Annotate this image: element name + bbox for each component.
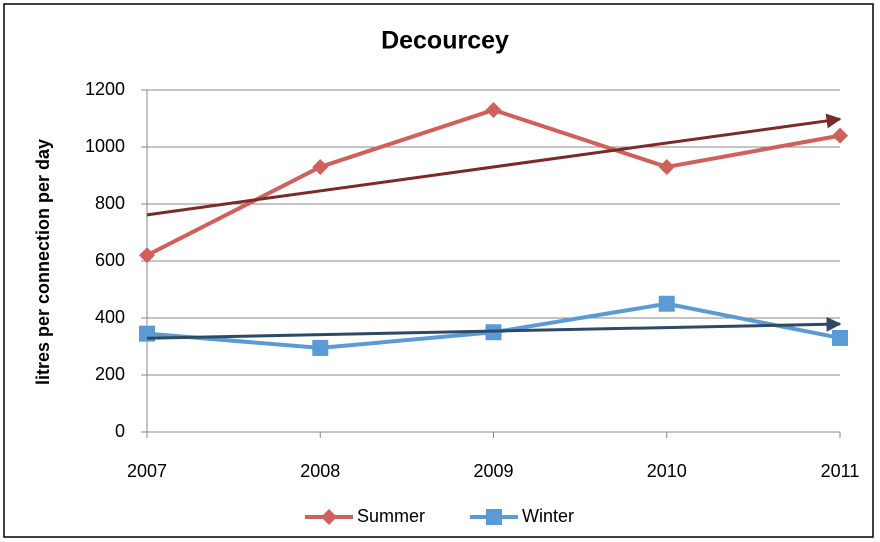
- data-point: [139, 247, 155, 264]
- legend-label: Winter: [522, 506, 574, 526]
- data-point: [658, 158, 675, 175]
- y-tick-label: 1000: [85, 136, 125, 156]
- legend-marker: [486, 509, 502, 525]
- x-tick-label: 2007: [127, 461, 167, 481]
- data-point: [832, 329, 848, 346]
- trend-line: [146, 316, 842, 340]
- y-tick-label: 1200: [85, 79, 125, 99]
- y-tick-label: 0: [115, 421, 125, 441]
- data-point: [485, 101, 502, 118]
- data-point: [658, 295, 675, 312]
- y-tick-label: 400: [95, 307, 125, 327]
- y-tick-label: 600: [95, 250, 125, 270]
- x-tick-label: 2010: [647, 461, 687, 481]
- y-axis-label: litres per connection per day: [33, 139, 53, 385]
- x-tick-label: 2008: [300, 461, 340, 481]
- legend-label: Summer: [357, 506, 425, 526]
- data-point: [312, 339, 329, 356]
- data-point: [832, 127, 848, 144]
- y-tick-label: 200: [95, 364, 125, 384]
- x-tick-label: 2011: [821, 461, 860, 481]
- chart-border: [3, 3, 874, 538]
- trend-line: [146, 113, 842, 217]
- y-tick-label: 800: [95, 193, 125, 213]
- legend-marker: [321, 509, 337, 525]
- chart-title: Decourcey: [381, 27, 509, 55]
- data-point: [312, 158, 329, 175]
- x-tick-label: 2009: [473, 461, 513, 481]
